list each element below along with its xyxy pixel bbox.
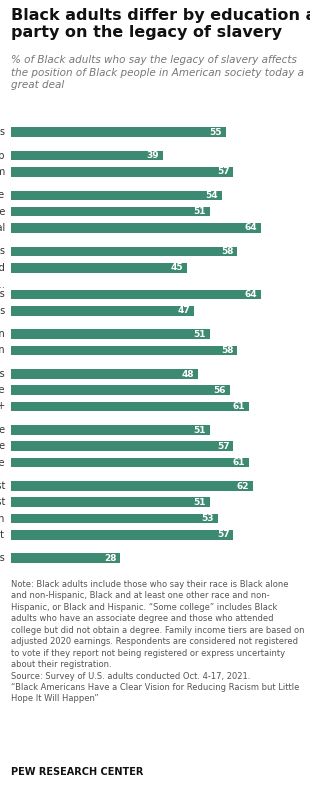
Text: 51: 51 <box>194 498 206 507</box>
Bar <box>11 151 163 160</box>
Text: Women: Women <box>0 346 5 356</box>
Text: South: South <box>0 514 5 524</box>
Text: West: West <box>0 529 5 540</box>
Bar <box>11 425 210 435</box>
Bar <box>11 553 120 563</box>
Text: Bigger problem in society is...: Bigger problem in society is... <box>0 279 5 290</box>
Text: Registered voters: Registered voters <box>0 246 5 256</box>
Text: Not registered: Not registered <box>0 263 5 273</box>
Text: 39: 39 <box>147 151 159 160</box>
Text: Northeast: Northeast <box>0 481 5 491</box>
Bar <box>11 246 237 256</box>
Text: 53: 53 <box>202 514 214 523</box>
Text: 51: 51 <box>194 330 206 338</box>
Text: Racism by individuals: Racism by individuals <box>0 305 5 316</box>
Text: All U.S. adults: All U.S. adults <box>0 553 5 563</box>
Text: 61: 61 <box>233 402 245 411</box>
Text: 45: 45 <box>170 264 183 272</box>
Text: Black adults differ by education and
party on the legacy of slavery: Black adults differ by education and par… <box>11 8 310 39</box>
Bar <box>11 306 194 316</box>
Text: 57: 57 <box>217 167 230 176</box>
Bar <box>11 290 261 299</box>
Bar <box>11 167 233 177</box>
Text: 64: 64 <box>244 223 257 232</box>
Text: 51: 51 <box>194 208 206 216</box>
Text: Men: Men <box>0 329 5 339</box>
Text: 62: 62 <box>237 481 249 491</box>
Bar <box>11 329 210 339</box>
Text: PEW RESEARCH CENTER: PEW RESEARCH CENTER <box>11 767 143 777</box>
Text: Conservative: Conservative <box>0 190 5 200</box>
Text: Note: Black adults include those who say their race is Black alone
and non-Hispa: Note: Black adults include those who say… <box>11 580 304 704</box>
Bar <box>11 385 230 395</box>
Bar <box>11 190 222 200</box>
Text: 58: 58 <box>221 247 233 256</box>
Text: Some college: Some college <box>0 385 5 395</box>
Text: 58: 58 <box>221 346 233 355</box>
Bar <box>11 369 198 379</box>
Bar <box>11 263 187 272</box>
Text: Liberal: Liberal <box>0 222 5 233</box>
Bar <box>11 458 249 467</box>
Text: 56: 56 <box>213 386 226 394</box>
Bar <box>11 223 261 233</box>
Text: 57: 57 <box>217 530 230 540</box>
Bar <box>11 530 233 540</box>
Text: 51: 51 <box>194 425 206 435</box>
Bar <box>11 514 218 523</box>
Text: Rep/Lean Rep: Rep/Lean Rep <box>0 151 5 161</box>
Bar <box>11 207 210 216</box>
Bar <box>11 127 226 137</box>
Text: % of Black adults who say the legacy of slavery affects
the position of Black pe: % of Black adults who say the legacy of … <box>11 55 304 90</box>
Text: 28: 28 <box>104 554 116 563</box>
Text: Upper income: Upper income <box>0 458 5 468</box>
Text: 48: 48 <box>182 369 194 379</box>
Text: 57: 57 <box>217 442 230 451</box>
Text: 55: 55 <box>209 128 222 136</box>
Bar <box>11 497 210 507</box>
Bar <box>11 441 233 451</box>
Bar <box>11 346 237 355</box>
Text: Bachelor’s+: Bachelor’s+ <box>0 402 5 412</box>
Text: Midwest: Midwest <box>0 497 5 507</box>
Text: 61: 61 <box>233 458 245 467</box>
Text: 54: 54 <box>205 191 218 200</box>
Bar <box>11 481 253 491</box>
Text: Dem/Lean Dem: Dem/Lean Dem <box>0 166 5 177</box>
Bar <box>11 402 249 411</box>
Text: All Black adults: All Black adults <box>0 127 5 137</box>
Text: HS or less: HS or less <box>0 369 5 379</box>
Text: 64: 64 <box>244 290 257 299</box>
Text: Moderate: Moderate <box>0 207 5 217</box>
Text: Middle income: Middle income <box>0 441 5 451</box>
Text: Lower income: Lower income <box>0 425 5 435</box>
Text: Racism in our laws: Racism in our laws <box>0 290 5 300</box>
Text: 47: 47 <box>178 306 191 315</box>
